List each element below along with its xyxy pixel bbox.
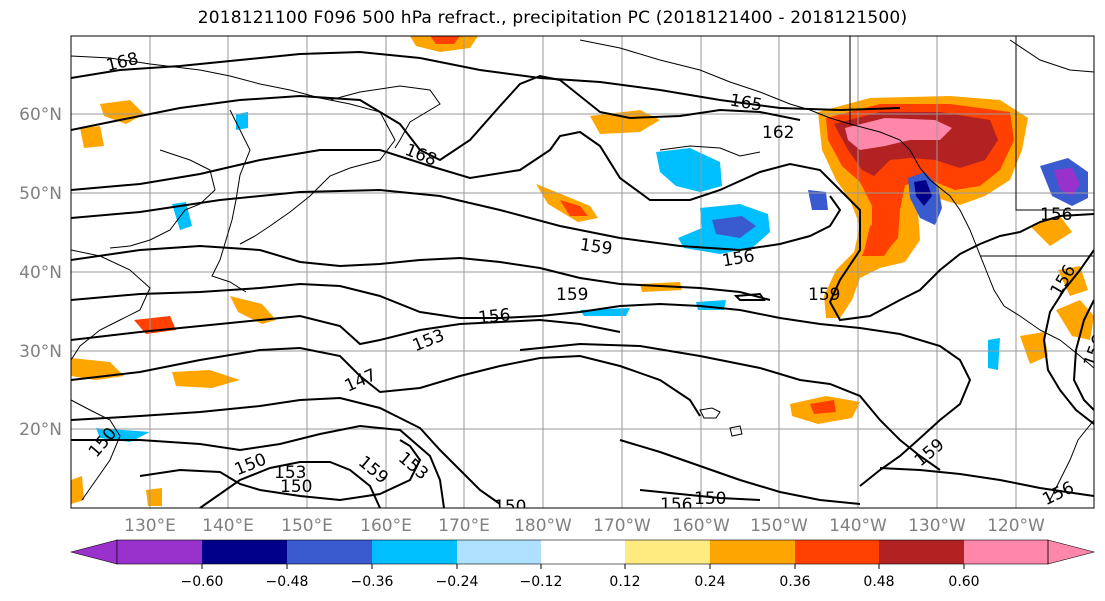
colorbar-segment xyxy=(372,540,457,564)
lon-label: 130°W xyxy=(908,516,966,536)
colorbar-segment xyxy=(795,540,879,564)
plot-area: 168 168 165 162 159 156 159 156 156 153 … xyxy=(70,35,1095,517)
contour-label: 159 xyxy=(579,235,614,259)
precip-fill xyxy=(96,428,150,442)
lon-label: 170°E xyxy=(438,516,490,536)
lat-label: 30°N xyxy=(19,342,62,362)
colorbar-extend-right xyxy=(1047,539,1096,565)
contour-label: 150 xyxy=(694,489,726,509)
colorbar-tick-label: −0.24 xyxy=(436,574,479,590)
precip-fill xyxy=(172,370,240,388)
lat-label: 20°N xyxy=(19,420,62,440)
colorbar-tick-label: 0.48 xyxy=(863,574,894,590)
contour-label: 159 xyxy=(808,285,840,305)
precip-fill xyxy=(430,36,460,44)
plot-frame xyxy=(70,35,1095,509)
precip-fill xyxy=(864,220,895,256)
colorbar-segment xyxy=(541,540,625,564)
colorbar-segment xyxy=(625,540,710,564)
precip-fill xyxy=(845,118,952,150)
lon-label: 150°W xyxy=(750,516,808,536)
colorbar-tick-label: 0.12 xyxy=(609,574,640,590)
contour-label: 156 xyxy=(1040,205,1072,225)
lon-label: 140°E xyxy=(202,516,254,536)
contour-labels: 168 168 165 162 159 156 159 156 156 153 … xyxy=(85,49,1094,517)
contour-label: 150 xyxy=(280,477,312,497)
latitude-labels: 60°N 50°N 40°N 30°N 20°N xyxy=(19,105,62,440)
precip-fill xyxy=(810,400,836,414)
contour-label: 153 xyxy=(274,463,306,483)
colorbar-segment xyxy=(964,540,1048,564)
colorbar-ticks xyxy=(201,564,965,569)
colorbar-extend-left xyxy=(69,539,118,565)
map-title: 2018121100 F096 500 hPa refract., precip… xyxy=(197,8,908,28)
colorbar-tick-label: 0.36 xyxy=(779,574,810,590)
colorbar: −0.60 −0.48 −0.36 −0.24 −0.12 0.12 0.24 … xyxy=(69,539,1096,590)
colorbar-frame xyxy=(116,539,1049,565)
colorbar-segment xyxy=(710,540,795,564)
contour-label: 150 xyxy=(494,497,526,517)
precip-fill xyxy=(146,488,162,506)
colorbar-segment xyxy=(202,540,287,564)
precip-fill xyxy=(808,190,828,210)
precip-fill xyxy=(80,126,104,148)
lon-label: 180°W xyxy=(514,516,572,536)
colorbar-tick-label: 0.60 xyxy=(948,574,979,590)
lon-label: 150°E xyxy=(281,516,333,536)
colorbar-segment xyxy=(117,540,202,564)
lat-label: 50°N xyxy=(19,184,62,204)
precip-fill xyxy=(236,112,248,130)
graticule xyxy=(71,36,1094,508)
contour-label: 156 xyxy=(660,495,692,515)
lat-label: 60°N xyxy=(19,105,62,125)
precip-fill xyxy=(1030,216,1072,246)
precip-fill xyxy=(1020,332,1048,364)
colorbar-tick-label: −0.12 xyxy=(520,574,563,590)
colorbar-segment xyxy=(287,540,372,564)
lon-label: 160°W xyxy=(672,516,730,536)
colorbar-tick-label: −0.60 xyxy=(181,574,224,590)
contour-label: 162 xyxy=(762,123,794,143)
precip-fill xyxy=(1056,300,1094,340)
precip-fill xyxy=(230,296,276,324)
lon-label: 170°W xyxy=(593,516,651,536)
colorbar-tick-label: 0.24 xyxy=(694,574,725,590)
refractivity-contours xyxy=(71,50,1094,508)
colorbar-segment xyxy=(457,540,541,564)
longitude-labels: 130°E 140°E 150°E 160°E 170°E 180°W 170°… xyxy=(124,516,1045,536)
lon-label: 160°E xyxy=(360,516,412,536)
lon-label: 130°E xyxy=(124,516,176,536)
precip-fill xyxy=(712,216,756,238)
precip-fill xyxy=(988,338,1000,370)
colorbar-tick-label: −0.36 xyxy=(351,574,394,590)
colorbar-segment xyxy=(879,540,964,564)
colorbar-tick-label: −0.48 xyxy=(266,574,309,590)
precip-fill xyxy=(590,110,660,134)
contour-label: 159 xyxy=(556,285,588,305)
lon-label: 140°W xyxy=(829,516,887,536)
lon-label: 120°W xyxy=(987,516,1045,536)
contour-label: 156 xyxy=(477,305,511,328)
precip-fill xyxy=(1054,168,1080,196)
precip-fill xyxy=(560,200,588,216)
precip-fill xyxy=(656,148,722,192)
lat-label: 40°N xyxy=(19,263,62,283)
precip-fill xyxy=(71,476,84,504)
precip-fill xyxy=(1058,266,1088,296)
